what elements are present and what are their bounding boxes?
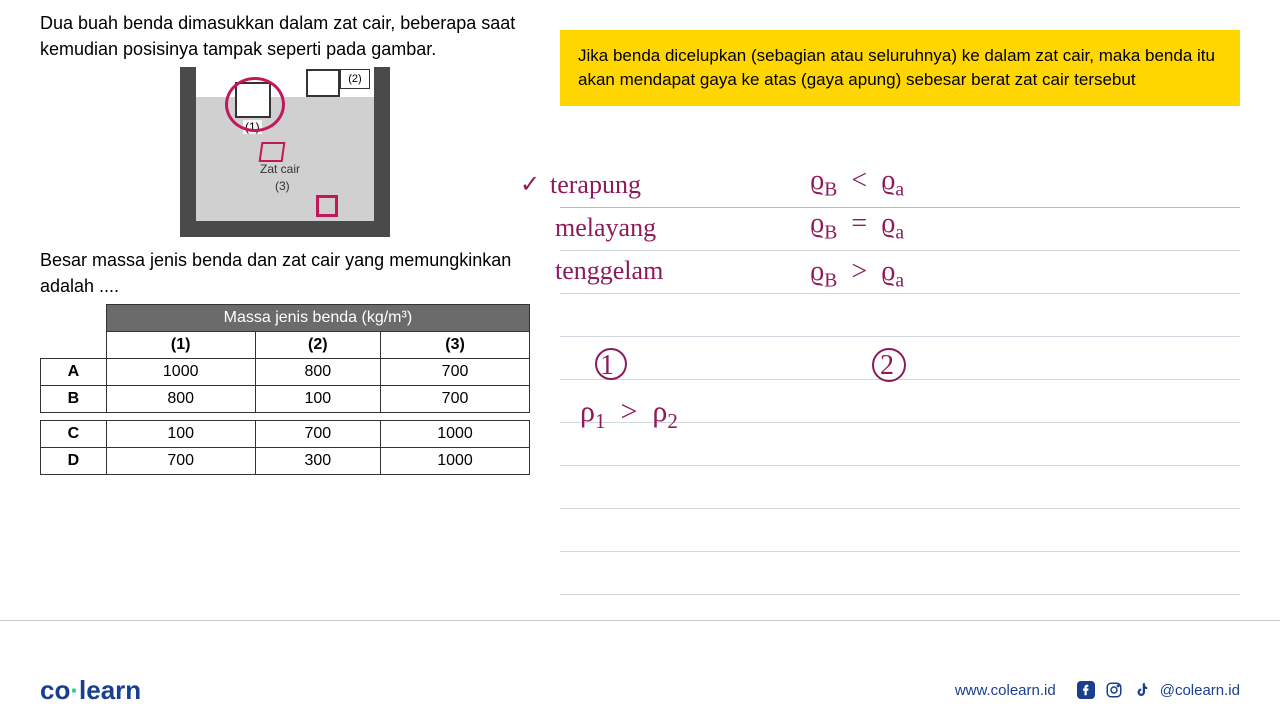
liquid-label: Zat cair [260,162,300,176]
problem-intro: Dua buah benda dimasukkan dalam zat cair… [40,10,530,62]
hw-state-1: terapung [550,170,641,200]
theory-box: Jika benda dicelupkan (sebagian atau sel… [560,30,1240,106]
hw-circ-1: 1 [600,350,614,382]
object-2-label: (2) [340,69,370,89]
table-row: C 100 700 1000 [41,421,530,448]
table-header: Massa jenis benda (kg/m³) [106,305,529,332]
divider [0,620,1280,621]
table-row: A 1000 800 700 [41,359,530,386]
table-row: B 800 100 700 [41,386,530,413]
hw-comparison: ρ1 > ρ2 [580,395,678,434]
logo: co·learn [40,675,141,706]
footer: co·learn www.colearn.id @colearn.id [0,660,1280,720]
footer-handle: @colearn.id [1160,682,1240,699]
object-mid [259,142,286,162]
question-text: Besar massa jenis benda dan zat cair yan… [40,247,530,299]
object-3 [316,195,338,217]
col-1: (1) [106,332,255,359]
hw-eq-3: ϱB > ϱa [810,256,904,293]
hw-eq-2: ϱB = ϱa [810,208,904,245]
hw-state-2: melayang [555,213,656,243]
col-3: (3) [381,332,530,359]
diagram: (1) (2) Zat cair (3) [40,67,530,237]
hw-eq-1: ϱB < ϱa [810,165,904,202]
density-table: Massa jenis benda (kg/m³) (1) (2) (3) A … [40,304,530,475]
hw-state-3: tenggelam [555,256,663,286]
object-2 [306,69,340,97]
circle-annotation [225,77,285,132]
col-2: (2) [255,332,380,359]
table-row: D 700 300 1000 [41,448,530,475]
facebook-icon[interactable] [1076,680,1096,700]
footer-url[interactable]: www.colearn.id [955,682,1056,699]
hw-circ-2: 2 [880,350,894,382]
tiktok-icon[interactable] [1132,680,1152,700]
label-3: (3) [275,179,290,193]
checkmark: ✓ [520,170,540,199]
instagram-icon[interactable] [1104,680,1124,700]
